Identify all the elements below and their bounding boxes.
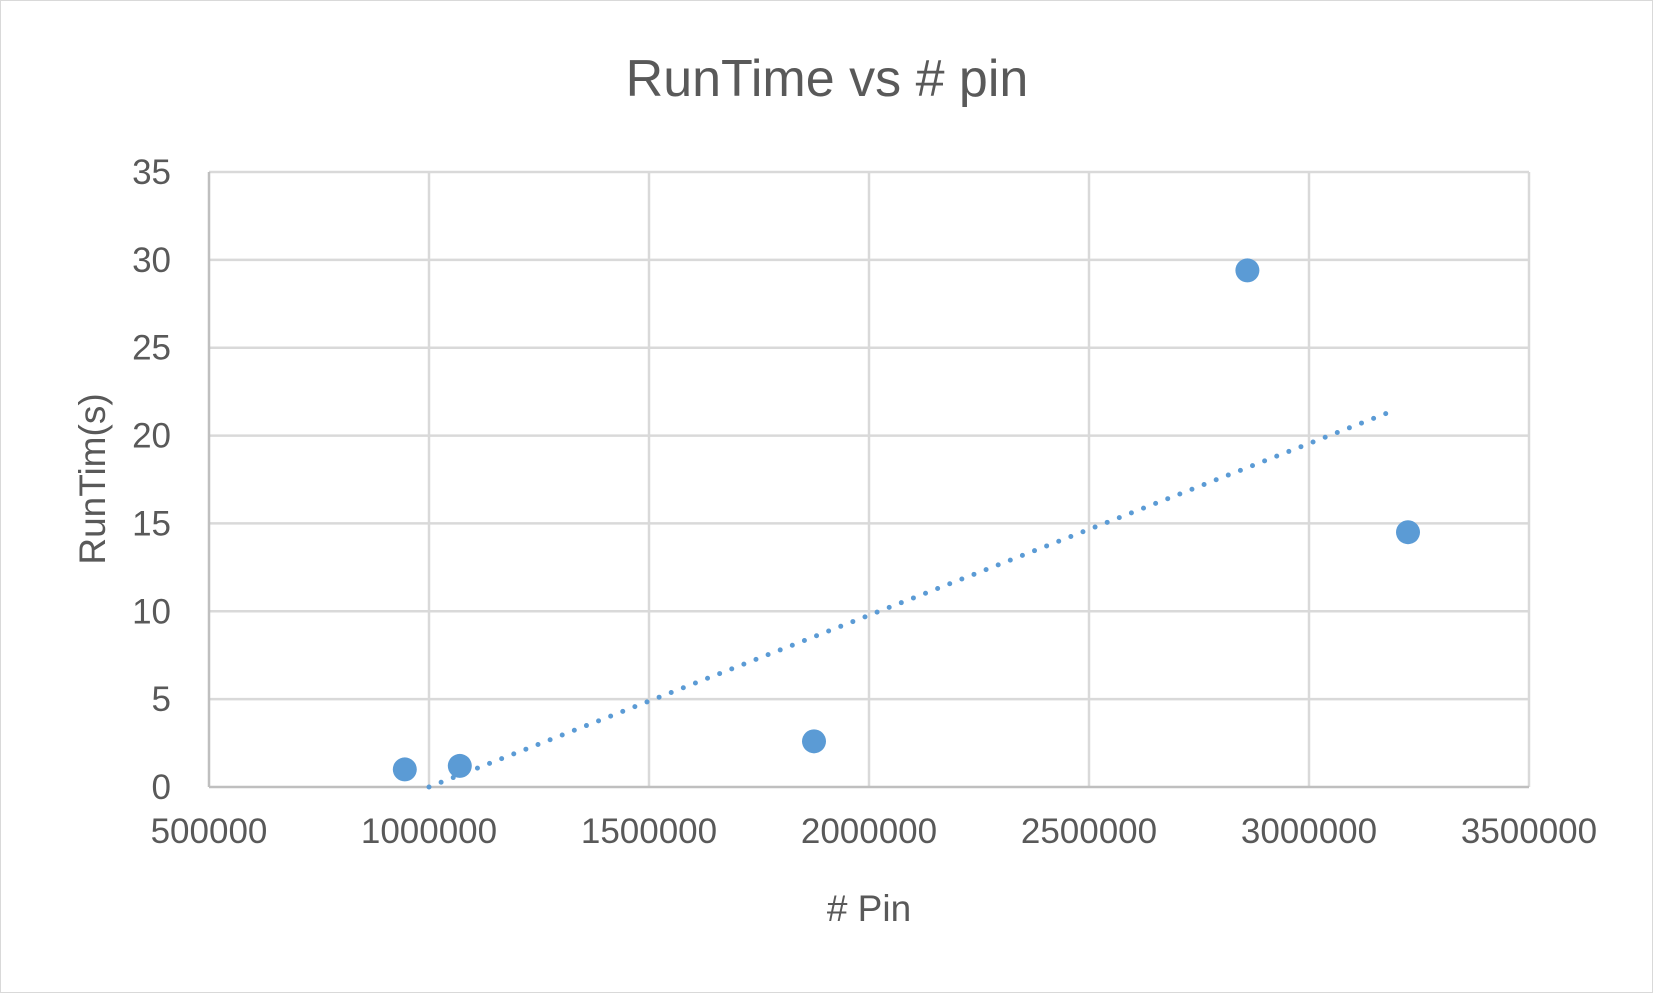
y-tick-label: 25 — [132, 329, 171, 368]
data-points — [392, 258, 1420, 782]
chart-title: RunTime vs # pin — [626, 50, 1029, 108]
x-tick-label: 1000000 — [361, 812, 497, 851]
x-tick-label: 3500000 — [1461, 812, 1597, 851]
y-tick-label: 0 — [152, 768, 171, 807]
data-point — [447, 753, 472, 778]
x-axis-title: # Pin — [827, 888, 911, 929]
data-point — [392, 757, 417, 782]
y-tick-label: 35 — [132, 153, 171, 192]
y-tick-label: 20 — [132, 417, 171, 456]
y-tick-labels: 0 5 10 15 20 25 30 35 — [132, 153, 171, 807]
x-tick-label: 3000000 — [1241, 812, 1377, 851]
x-tick-label: 2000000 — [801, 812, 937, 851]
data-point — [1396, 520, 1420, 545]
data-point — [1235, 258, 1260, 283]
y-tick-label: 30 — [132, 241, 171, 280]
x-tick-labels: 500000 1000000 1500000 2000000 2500000 300000… — [151, 812, 1598, 851]
y-tick-label: 10 — [132, 592, 171, 631]
linear-trendline — [426, 406, 1400, 790]
trendline-group — [426, 406, 1400, 790]
x-tick-label: 1500000 — [581, 812, 717, 851]
y-tick-label: 15 — [132, 504, 171, 543]
data-point — [802, 729, 826, 754]
gridlines — [209, 170, 1531, 787]
x-tick-label: 2500000 — [1021, 812, 1157, 851]
y-tick-label: 5 — [152, 680, 171, 719]
x-tick-label: 500000 — [151, 812, 268, 851]
y-axis-title: RunTim(s) — [72, 393, 113, 564]
